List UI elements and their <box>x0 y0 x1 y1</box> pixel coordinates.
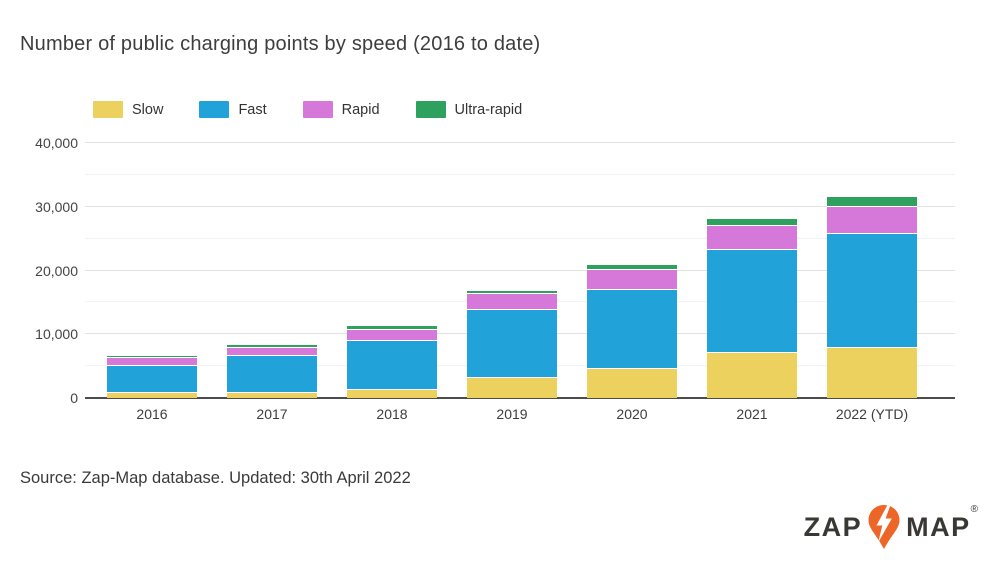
bar-segment-rapid <box>467 293 557 309</box>
bar-segment-slow <box>827 347 917 398</box>
x-tick-label: 2021 <box>736 406 768 422</box>
chart-title: Number of public charging points by spee… <box>20 33 541 55</box>
x-tick-label: 2017 <box>256 406 288 422</box>
x-tick-label: 2022 (YTD) <box>835 406 909 422</box>
bar-segment-fast <box>827 232 917 348</box>
bar-segment-ultra-rapid <box>107 356 197 358</box>
bar-stack <box>227 345 317 398</box>
bar-segment-fast <box>107 364 197 392</box>
registered-trademark-symbol: ® <box>970 504 978 515</box>
bar-group-2020 <box>572 143 692 398</box>
bar-stack <box>707 217 797 398</box>
bar-segment-fast <box>587 289 677 369</box>
bar-segment-ultra-rapid <box>467 289 557 294</box>
bar-segment-fast <box>707 249 797 352</box>
logo-zap-text: ZAP <box>803 511 863 542</box>
legend-label: Ultra-rapid <box>454 101 523 118</box>
bar-segment-slow <box>227 392 317 398</box>
y-tick-label: 40,000 <box>35 135 78 151</box>
bar-segment-slow <box>347 389 437 398</box>
bar-group-2017 <box>212 143 332 398</box>
legend-label: Fast <box>238 101 267 118</box>
bar-stack <box>587 263 677 398</box>
y-tick-label: 10,000 <box>35 326 78 343</box>
bar-group-2022-ytd- <box>812 143 932 398</box>
y-tick-label: 30,000 <box>35 198 78 215</box>
bar-group-2016 <box>92 143 212 398</box>
bar-stack <box>347 325 437 398</box>
zap-map-pin-icon <box>868 503 900 549</box>
bar-segment-rapid <box>827 205 917 233</box>
x-tick-label: 2019 <box>496 406 528 422</box>
y-axis: 0 10,000 20,000 30,000 40,000 <box>0 135 78 406</box>
bar-segment-slow <box>707 351 797 398</box>
legend-item-ultra-rapid[interactable]: Ultra-rapid <box>415 101 523 118</box>
x-tick-label: 2020 <box>616 406 648 422</box>
major-gridline <box>85 142 955 143</box>
x-axis-line <box>85 397 955 399</box>
legend-item-slow[interactable]: Slow <box>93 101 163 118</box>
legend-swatch-icon <box>302 101 333 118</box>
bar-segment-ultra-rapid <box>227 345 317 348</box>
bar-segment-rapid <box>587 268 677 289</box>
legend-swatch-icon <box>199 101 230 118</box>
bar-stack <box>827 196 917 398</box>
bar-stack <box>467 289 557 398</box>
major-gridline <box>85 205 955 207</box>
bar-group-2018 <box>332 143 452 398</box>
chart-legend: Slow Fast Rapid Ultra-rapid <box>93 101 522 118</box>
legend-item-fast[interactable]: Fast <box>199 101 267 118</box>
minor-gridline <box>85 237 955 239</box>
bar-segment-slow <box>107 391 197 398</box>
bar-stack <box>107 356 197 398</box>
x-axis: 2016 2017 2018 2019 2020 2021 2022 (YTD) <box>92 406 932 422</box>
logo-map-text: MAP <box>906 511 971 542</box>
bar-segment-fast <box>347 340 437 390</box>
y-tick-label: 0 <box>70 390 78 406</box>
y-tick-label: 20,000 <box>35 262 78 279</box>
bar-segment-ultra-rapid <box>827 196 917 206</box>
zap-map-logo: ZAP MAP ® <box>804 503 978 551</box>
legend-swatch-icon <box>93 101 123 118</box>
bar-segment-ultra-rapid <box>587 263 677 269</box>
bar-segment-slow <box>467 376 557 398</box>
x-tick-label: 2018 <box>376 406 408 422</box>
major-gridline <box>85 269 955 271</box>
bar-group-2021 <box>692 143 812 398</box>
legend-label: Slow <box>132 101 164 118</box>
x-tick-label: 2016 <box>136 406 168 422</box>
bar-segment-slow <box>587 368 677 398</box>
legend-label: Rapid <box>341 101 380 118</box>
bar-segment-fast <box>467 308 557 377</box>
bar-segment-rapid <box>107 357 197 365</box>
bar-segment-rapid <box>227 347 317 355</box>
legend-item-rapid[interactable]: Rapid <box>302 101 380 118</box>
bar-segment-rapid <box>707 224 797 250</box>
bar-segment-fast <box>227 354 317 393</box>
bar-segment-ultra-rapid <box>707 217 797 225</box>
legend-swatch-icon <box>415 101 446 118</box>
source-note: Source: Zap-Map database. Updated: 30th … <box>20 469 411 487</box>
minor-gridline <box>85 173 955 175</box>
bar-segment-ultra-rapid <box>347 325 437 329</box>
bar-segment-rapid <box>347 328 437 340</box>
bars-area <box>92 143 932 398</box>
bar-group-2019 <box>452 143 572 398</box>
